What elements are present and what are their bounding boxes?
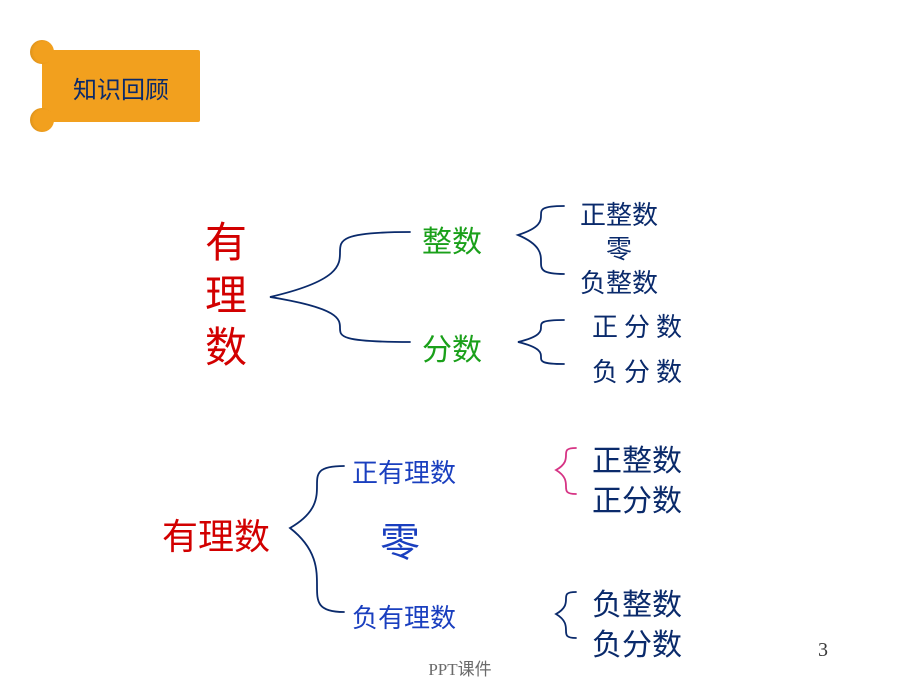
slide-canvas: 知识回顾 有理数整数正整数零负整数分数正分数负分数有理数正有理数正整数正分数零负… <box>0 0 920 690</box>
title-scroll: 知识回顾 <box>42 40 200 132</box>
diagram-node: 整数 <box>422 217 482 261</box>
diagram-node: 负整数 <box>592 580 682 624</box>
diagram-node: 负整数 <box>580 263 658 300</box>
diagram-node: 分数 <box>422 325 482 369</box>
diagram-node: 零 <box>606 229 632 266</box>
scroll-roll-bottom <box>30 108 54 132</box>
diagram-node: 负有理数 <box>352 598 456 635</box>
diagram-node: 零 <box>380 510 420 568</box>
diagram-node: 有理数 <box>205 218 247 376</box>
diagram-node: 正分数 <box>592 307 688 344</box>
page-number: 3 <box>818 639 828 662</box>
diagram-node: 正分数 <box>592 476 682 520</box>
footer-text: PPT课件 <box>0 655 920 680</box>
diagram-node: 正有理数 <box>352 453 456 490</box>
diagram-node: 正整数 <box>580 195 658 232</box>
diagram-node: 有理数 <box>162 508 270 560</box>
diagram-node: 正整数 <box>592 436 682 480</box>
diagram-node: 负分数 <box>592 352 688 389</box>
scroll-roll-top <box>30 40 54 64</box>
scroll-label: 知识回顾 <box>42 70 200 105</box>
